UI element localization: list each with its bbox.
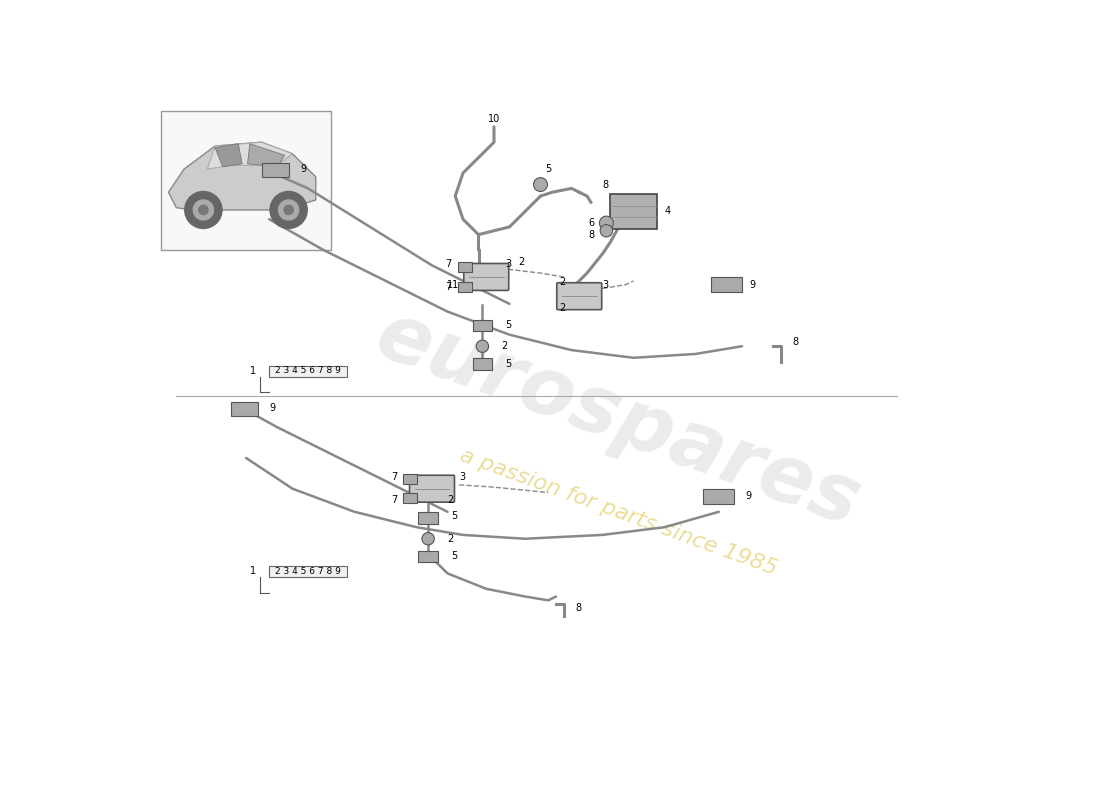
Text: 3: 3	[506, 259, 512, 269]
Circle shape	[534, 178, 548, 191]
FancyBboxPatch shape	[231, 402, 257, 415]
Polygon shape	[214, 144, 242, 167]
FancyBboxPatch shape	[458, 262, 472, 272]
Circle shape	[278, 200, 299, 220]
FancyBboxPatch shape	[404, 474, 417, 485]
Text: 2: 2	[448, 534, 453, 544]
Text: 4: 4	[664, 206, 671, 217]
FancyBboxPatch shape	[409, 475, 454, 502]
Circle shape	[194, 200, 213, 220]
FancyBboxPatch shape	[473, 320, 492, 331]
Circle shape	[270, 191, 307, 229]
Circle shape	[284, 206, 294, 214]
Circle shape	[422, 533, 435, 545]
FancyBboxPatch shape	[557, 282, 602, 310]
FancyBboxPatch shape	[703, 489, 735, 504]
FancyBboxPatch shape	[610, 194, 657, 229]
Text: 7: 7	[390, 472, 397, 482]
Text: 7: 7	[390, 495, 397, 506]
Text: 2: 2	[502, 342, 508, 351]
FancyBboxPatch shape	[464, 263, 508, 290]
Text: 7: 7	[446, 259, 451, 269]
FancyBboxPatch shape	[262, 163, 288, 177]
Text: 10: 10	[488, 114, 501, 124]
Text: 6: 6	[588, 218, 595, 228]
Text: 2 3 4 5 6 7 8 9: 2 3 4 5 6 7 8 9	[275, 366, 341, 375]
Text: 1: 1	[250, 366, 256, 376]
FancyBboxPatch shape	[418, 512, 438, 524]
Polygon shape	[168, 142, 316, 210]
Text: 2: 2	[518, 257, 525, 266]
Text: 5: 5	[546, 164, 551, 174]
Text: 1: 1	[250, 566, 256, 576]
Text: 5: 5	[451, 510, 458, 521]
Text: 11: 11	[447, 280, 459, 290]
Bar	[270, 566, 346, 578]
FancyBboxPatch shape	[404, 493, 417, 503]
Circle shape	[199, 206, 208, 214]
Text: 8: 8	[792, 338, 799, 347]
Text: 8: 8	[603, 179, 608, 190]
Circle shape	[476, 340, 488, 353]
Bar	[161, 111, 331, 250]
Text: 9: 9	[270, 403, 275, 413]
Text: 5: 5	[506, 321, 512, 330]
FancyBboxPatch shape	[458, 282, 472, 292]
FancyBboxPatch shape	[466, 271, 491, 289]
Circle shape	[600, 216, 614, 230]
Text: 9: 9	[746, 491, 752, 502]
FancyBboxPatch shape	[418, 550, 438, 562]
FancyBboxPatch shape	[711, 277, 742, 292]
Text: 2: 2	[559, 302, 565, 313]
Text: 9: 9	[300, 164, 307, 174]
Text: a passion for parts since 1985: a passion for parts since 1985	[456, 445, 780, 578]
Text: 3: 3	[603, 280, 608, 290]
FancyBboxPatch shape	[473, 358, 492, 370]
Text: 2 3 4 5 6 7 8 9: 2 3 4 5 6 7 8 9	[275, 566, 341, 575]
Text: 9: 9	[750, 280, 756, 290]
Text: 5: 5	[506, 359, 512, 369]
Bar	[270, 366, 346, 377]
Text: 2: 2	[448, 495, 453, 506]
Text: 8: 8	[575, 603, 582, 613]
Text: 2: 2	[559, 278, 565, 287]
Polygon shape	[207, 142, 293, 169]
Circle shape	[185, 191, 222, 229]
Circle shape	[601, 225, 613, 237]
Text: 8: 8	[588, 230, 595, 240]
Text: 5: 5	[451, 551, 458, 562]
Text: eurospares: eurospares	[365, 296, 870, 543]
Text: 7: 7	[446, 282, 451, 292]
Polygon shape	[248, 144, 285, 167]
Text: 3: 3	[459, 472, 465, 482]
